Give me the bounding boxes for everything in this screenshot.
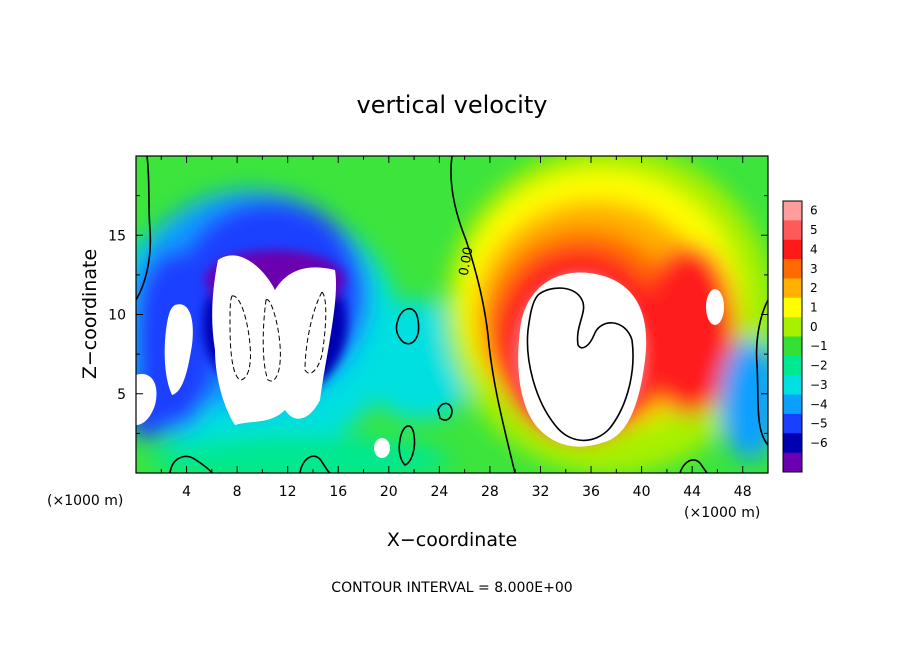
colorbar-label: −2: [810, 359, 828, 373]
downdraft-core-saturated: [212, 255, 337, 425]
colorbar-label: 0: [810, 320, 818, 334]
colorbar-swatch: [783, 355, 802, 376]
y-tick-label: 10: [108, 308, 126, 324]
negative-contour-line: [229, 295, 251, 381]
colorbar-swatch: [783, 413, 802, 434]
downdraft-small-saturated: [374, 438, 390, 458]
colorbar-label: 5: [810, 223, 818, 237]
colorbar-swatch: [783, 259, 802, 279]
colorbar-swatch: [783, 220, 802, 241]
x-tick-label: 24: [430, 484, 448, 500]
x-tick-label: 16: [329, 484, 347, 500]
downdraft-left-saturated: [164, 304, 193, 395]
x-tick-label: 40: [633, 484, 651, 500]
colorbar-swatch: [783, 375, 802, 396]
colorbar-frame: [782, 200, 803, 473]
zero-contour-line: [398, 425, 416, 466]
colorbar-label: 3: [810, 262, 818, 276]
x-tick-label: 8: [233, 484, 242, 500]
x-unit-label-left: (×1000 m): [47, 493, 123, 509]
colorbar-label: 6: [810, 204, 818, 218]
zero-contours: [136, 156, 768, 473]
y-tick-label: 5: [117, 387, 126, 403]
zero-contour-line: [136, 156, 152, 301]
colorbar: 6 5 4 3 2 1 0 −1 −2 −3 −4 −5 −6: [782, 200, 828, 473]
negative-contours: [229, 291, 327, 382]
x-axis-label: X−coordinate: [387, 529, 517, 551]
zero-contour-line: [526, 287, 634, 442]
colorbar-swatch: [783, 239, 802, 260]
zero-contour-line: [679, 459, 708, 473]
y-axis-label: Z−coordinate: [79, 249, 101, 379]
zero-contour-line: [169, 455, 213, 473]
zero-contour-line: [437, 402, 453, 421]
updraft-small-saturated: [706, 289, 724, 325]
field-blob: [720, 340, 768, 460]
downdraft-edge-saturated: [136, 374, 157, 425]
colorbar-swatch: [783, 394, 802, 415]
colorbar-swatch: [783, 452, 802, 473]
updraft-core-saturated: [518, 272, 647, 447]
zero-contour-line: [395, 307, 420, 345]
contour-interval-footer: CONTOUR INTERVAL = 8.000E+00: [331, 580, 572, 596]
colorbar-swatch: [783, 297, 802, 318]
contour-label: 0.00: [457, 246, 477, 277]
x-tick-label: 44: [683, 484, 701, 500]
x-tick-label: 4: [182, 484, 191, 500]
colorbar-label: 4: [810, 242, 818, 256]
zero-contour-line: [755, 299, 768, 446]
colorbar-label: −4: [810, 397, 828, 411]
chart-title: vertical velocity: [357, 91, 548, 119]
x-axis-ticks: 4 8 12 16 20 24 28 32 36 40 44 48: [160, 156, 752, 500]
x-tick-label: 12: [279, 484, 297, 500]
x-tick-label: 48: [734, 484, 752, 500]
field-blob: [645, 245, 735, 415]
y-tick-label: 15: [108, 228, 126, 244]
colorbar-label: −5: [810, 417, 828, 431]
colorbar-label: −1: [810, 339, 828, 353]
x-tick-label: 36: [582, 484, 600, 500]
x-tick-label: 20: [380, 484, 398, 500]
colorbar-swatch: [783, 201, 802, 221]
colorbar-label: 1: [810, 300, 818, 314]
colorbar-label: −3: [810, 378, 828, 392]
x-tick-label: 28: [481, 484, 499, 500]
colorbar-label: −6: [810, 436, 828, 450]
zero-contour-line: [450, 156, 516, 473]
x-unit-label-right: (×1000 m): [684, 505, 760, 521]
colorbar-swatch: [783, 317, 802, 337]
colorbar-swatch: [783, 433, 802, 454]
plot-area: 0.00: [136, 156, 768, 473]
negative-contour-line: [262, 299, 281, 382]
colorbar-swatch: [783, 278, 802, 299]
colorbar-swatch: [783, 336, 802, 357]
zero-contour-line: [299, 455, 331, 473]
x-tick-label: 32: [532, 484, 550, 500]
y-axis-ticks: 5 10 15: [108, 195, 768, 434]
negative-contour-line: [304, 291, 327, 374]
colorbar-label: 2: [810, 281, 818, 295]
